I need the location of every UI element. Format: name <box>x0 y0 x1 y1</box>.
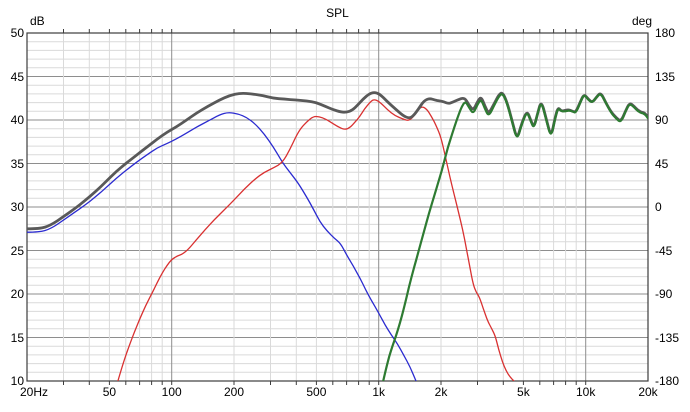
y-right-tick-label: -90 <box>655 287 673 301</box>
left-axis-unit-label: dB <box>30 14 45 28</box>
y-left-tick-label: 15 <box>10 330 24 345</box>
x-tick-label: 5k <box>517 385 530 399</box>
x-tick-label: 50 <box>102 385 117 399</box>
gridlines <box>27 33 648 381</box>
y-right-tick-label: -135 <box>655 330 680 345</box>
curves <box>27 91 648 381</box>
y-right-tick-label: 45 <box>655 156 669 171</box>
y-left-tick-label: 45 <box>10 69 24 84</box>
plot-frame <box>26 32 649 382</box>
x-tick-label: 20k <box>638 385 658 399</box>
right-axis-unit-label: deg <box>631 14 652 28</box>
y-left-tick-label: 20 <box>10 287 24 301</box>
curve-high <box>382 93 648 381</box>
y-right-tick-label: 135 <box>655 69 676 84</box>
y-right-tick-label: -180 <box>655 374 680 388</box>
y-left-tick-label: 35 <box>10 156 24 171</box>
x-tick-label: 100 <box>161 385 182 399</box>
y-left-tick-label: 30 <box>10 200 24 214</box>
chart-title: SPL <box>326 6 349 20</box>
y-left-tick-label: 25 <box>10 243 24 258</box>
y-right-tick-label: 180 <box>655 26 676 40</box>
x-tick-label: 10k <box>576 385 596 399</box>
y-right-tick-label: -45 <box>655 243 673 258</box>
x-tick-label: 1k <box>372 385 386 399</box>
y-left-tick-label: 40 <box>10 113 24 127</box>
x-tick-label: 500 <box>306 385 327 399</box>
y-left-tick-label: 50 <box>10 26 24 40</box>
x-tick-label: 20Hz <box>19 385 48 399</box>
axis-ticks <box>63 29 587 385</box>
curve-mid <box>117 99 515 381</box>
y-right-tick-label: 90 <box>655 113 669 127</box>
x-tick-label: 2k <box>434 385 448 399</box>
curve-sum <box>27 91 648 231</box>
y-left-tick-label: 10 <box>10 374 24 388</box>
x-tick-label: 200 <box>223 385 245 399</box>
y-right-tick-label: 0 <box>655 200 662 214</box>
curve-low <box>27 112 417 381</box>
